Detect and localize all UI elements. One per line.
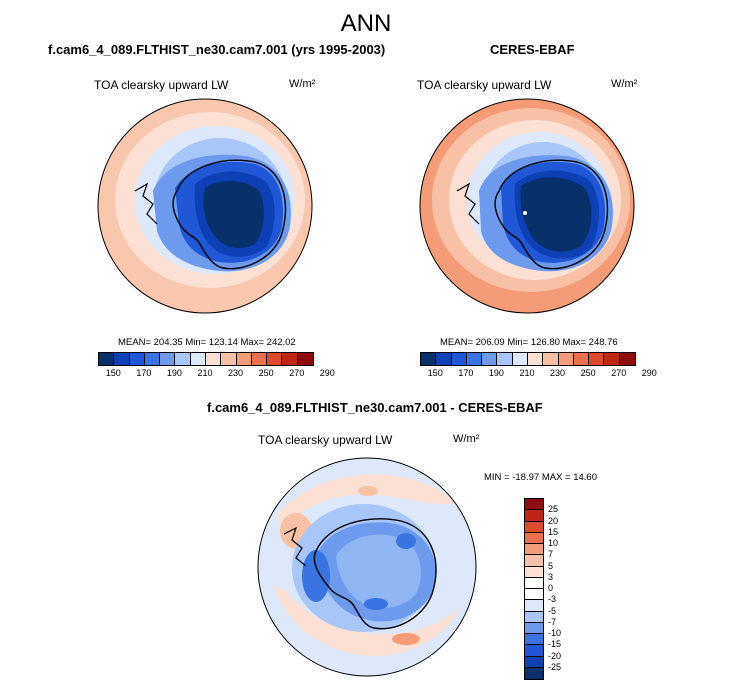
model-colorbar-box: [297, 353, 313, 365]
diff-colorbar-tick-label: -5: [548, 605, 557, 616]
model-colorbar-box: [99, 353, 115, 365]
model-colorbar-box: [175, 353, 191, 365]
obs-panel-title: CERES-EBAF: [490, 42, 575, 57]
model-colorbar-box: [236, 353, 252, 365]
diff-colorbar-box: [525, 611, 543, 623]
model-variable-label: TOA clearsky upward LW: [94, 78, 229, 92]
diff-colorbar: [524, 498, 544, 680]
diff-colorbar-box: [525, 656, 543, 668]
diff-panel-title: f.cam6_4_089.FLTHIST_ne30.cam7.001 - CER…: [207, 400, 543, 415]
obs-colorbar-box: [543, 353, 559, 365]
obs-colorbar-tick-label: 150: [427, 368, 443, 378]
obs-colorbar-tick-label: 170: [458, 368, 474, 378]
diff-polar-map: [257, 457, 477, 677]
diff-colorbar-tick-label: -10: [548, 628, 562, 638]
diff-colorbar-tick-label: -7: [548, 616, 557, 627]
obs-colorbar-box: [421, 353, 437, 365]
obs-stats: MEAN= 206.09 Min= 126.80 Max= 248.76: [440, 337, 618, 348]
model-colorbar-box: [114, 353, 130, 365]
obs-units-label: W/m²: [611, 78, 638, 90]
model-colorbar-box: [282, 353, 298, 365]
diff-colorbar-tick-label: 5: [548, 560, 554, 571]
model-colorbar-tick-label: 230: [228, 368, 244, 378]
figure-title: ANN: [340, 10, 392, 37]
diff-colorbar-box: [525, 555, 543, 567]
diff-colorbar-tick-label: 15: [548, 526, 559, 537]
diff-colorbar-tick-label: 7: [548, 549, 554, 560]
model-colorbar-tick-label: 170: [136, 368, 152, 378]
diff-colorbar-box: [525, 544, 543, 556]
diff-colorbar-box: [525, 521, 543, 533]
obs-colorbar-box: [573, 353, 590, 365]
diff-colorbar-box: [525, 600, 543, 612]
obs-colorbar-tick-label: 210: [519, 368, 535, 378]
obs-colorbar-tick-label: 250: [580, 368, 596, 378]
diff-colorbar-tick-label: -3: [548, 594, 557, 605]
diff-colorbar-ticks: 25 20 15 10 7 5 3 0 -3 -5 -7 -10 -15 -20 -25: [548, 498, 578, 678]
diff-colorbar-box: [525, 634, 543, 646]
diff-colorbar-box: [525, 499, 543, 511]
model-colorbar-tick-label: 150: [105, 368, 121, 378]
diff-colorbar-box: [525, 532, 543, 544]
model-units-label: W/m²: [289, 78, 316, 90]
diff-colorbar-tick-label: 10: [548, 538, 559, 548]
diff-colorbar-box: [525, 566, 543, 578]
model-colorbar-tick-label: 290: [319, 368, 335, 378]
obs-colorbar-tick-label: 230: [550, 368, 566, 378]
model-stats: MEAN= 204.35 Min= 123.14 Max= 242.02: [118, 337, 296, 348]
diff-colorbar-tick-label: -15: [548, 639, 562, 650]
obs-colorbar-ticks: 150 170 190 210 230 250 270 290: [420, 368, 657, 380]
model-colorbar-tick-label: 270: [289, 368, 305, 378]
model-polar-map: [97, 98, 313, 314]
diff-colorbar-box: [525, 645, 543, 657]
obs-colorbar-box: [512, 353, 528, 365]
model-colorbar-box: [267, 353, 283, 365]
model-colorbar-ticks: 150 170 190 210 230 250 270 290: [98, 368, 335, 380]
model-colorbar-box: [129, 353, 145, 365]
obs-colorbar-box: [482, 353, 498, 365]
obs-colorbar-tick-label: 270: [611, 368, 627, 378]
model-colorbar-box: [205, 353, 222, 365]
obs-colorbar-box: [497, 353, 513, 365]
obs-colorbar-box: [619, 353, 635, 365]
model-colorbar-tick-label: 210: [197, 368, 213, 378]
model-colorbar-box: [160, 353, 176, 365]
obs-colorbar-box: [451, 353, 467, 365]
diff-colorbar-box: [525, 667, 543, 679]
obs-variable-label: TOA clearsky upward LW: [417, 78, 552, 92]
diff-variable-label: TOA clearsky upward LW: [258, 433, 393, 447]
model-colorbar-box: [190, 353, 206, 365]
obs-colorbar-tick-label: 290: [641, 368, 657, 378]
diff-colorbar-tick-label: -20: [548, 650, 562, 661]
model-colorbar-box: [144, 353, 161, 365]
diff-units-label: W/m²: [453, 433, 480, 445]
model-colorbar-tick-label: 250: [258, 368, 274, 378]
model-colorbar-box: [251, 353, 268, 365]
diff-colorbar-box: [525, 589, 543, 601]
obs-colorbar-box: [436, 353, 452, 365]
obs-colorbar-tick-label: 190: [488, 368, 504, 378]
diff-colorbar-box: [525, 577, 543, 589]
diff-colorbar-tick-label: 25: [548, 504, 559, 515]
model-colorbar-tick-label: 190: [166, 368, 182, 378]
diff-colorbar-tick-label: 20: [548, 515, 559, 526]
obs-colorbar-box: [604, 353, 620, 365]
model-panel-title: f.cam6_4_089.FLTHIST_ne30.cam7.001 (yrs …: [48, 42, 386, 57]
diff-stats: MIN = -18.97 MAX = 14.60: [484, 472, 598, 483]
diff-colorbar-tick-label: 0: [548, 583, 554, 593]
obs-colorbar-box: [527, 353, 544, 365]
obs-colorbar-box: [589, 353, 605, 365]
diff-colorbar-tick-label: -25: [548, 661, 562, 672]
obs-colorbar-box: [466, 353, 483, 365]
diff-colorbar-box: [525, 510, 543, 522]
diff-colorbar-tick-label: 3: [548, 571, 554, 582]
obs-colorbar-box: [558, 353, 574, 365]
model-colorbar-box: [221, 353, 237, 365]
obs-colorbar: [420, 352, 636, 366]
diff-colorbar-box: [525, 622, 543, 634]
obs-polar-map: [419, 98, 635, 314]
model-colorbar: [98, 352, 314, 366]
